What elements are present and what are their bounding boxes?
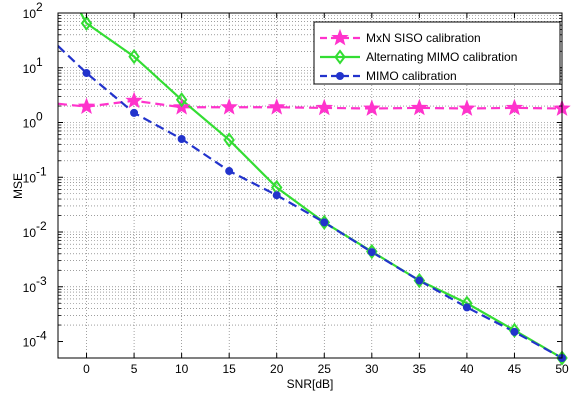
y-tick-exponent: -2 [36, 219, 47, 233]
legend-box [313, 21, 561, 85]
x-tick-label: 25 [318, 362, 332, 376]
series-2-point [510, 327, 519, 336]
y-tick-exponent: 0 [36, 110, 43, 124]
series-line-2 [58, 45, 562, 358]
series-0-point [505, 98, 524, 116]
series-line-0 [58, 99, 562, 110]
series-1-point [175, 92, 188, 108]
series-lines [58, 13, 562, 358]
series-0-point [268, 98, 286, 115]
y-tick-exponent: -3 [36, 274, 47, 288]
y-tick-label: 10 [23, 226, 37, 240]
y-tick-label: 10 [23, 117, 37, 131]
series-2-point [82, 69, 91, 78]
y-tick-label: 10 [23, 62, 37, 76]
y-tick-exponent: -1 [36, 164, 47, 178]
series-2-point [367, 248, 376, 257]
series-2-point [130, 108, 139, 117]
series-1-point [508, 322, 521, 339]
x-tick-label: 5 [131, 362, 138, 376]
x-tick-label: 15 [222, 362, 236, 376]
x-tick-label: 10 [175, 362, 189, 376]
series-2-point [225, 167, 234, 176]
series-0-point [125, 91, 143, 109]
y-tick-label: 10 [23, 171, 37, 185]
legend-marker-2 [336, 72, 344, 80]
x-tick-label: 20 [270, 362, 284, 376]
x-axis-label: SNR[dB] [287, 377, 334, 391]
x-tick-label: 45 [508, 362, 522, 376]
y-tick-exponent: 1 [36, 55, 43, 69]
series-0-point [315, 98, 333, 116]
x-tick-label: 40 [460, 362, 474, 376]
series-1-point [80, 15, 93, 31]
x-tick-label: 0 [83, 362, 90, 376]
series-0-point [410, 98, 429, 116]
series-2-point [415, 276, 424, 285]
x-tick-label: 30 [365, 362, 379, 376]
y-tick-exponent: 2 [36, 0, 43, 14]
series-0-point [458, 99, 476, 116]
y-tick-label: 10 [23, 7, 37, 21]
series-1-point [223, 132, 235, 148]
series-line-1 [79, 13, 562, 358]
legend-entry-1: Alternating MIMO calibration [366, 50, 517, 64]
series-0-point [77, 97, 96, 115]
series-markers [77, 15, 571, 366]
series-2-point [272, 191, 281, 200]
y-tick-exponent: -4 [36, 329, 47, 343]
legend-entry-0: MxN SISO calibration [366, 31, 481, 45]
legend: MxN SISO calibration Alternating MIMO cal… [313, 21, 561, 85]
x-tick-label: 50 [555, 362, 569, 376]
x-tick-label: 35 [413, 362, 427, 376]
series-2-point [177, 134, 186, 143]
series-2-point [462, 303, 471, 312]
series-0-point [363, 99, 381, 116]
legend-marker-0 [331, 28, 349, 46]
series-0-point [220, 98, 238, 115]
y-tick-label: 10 [23, 336, 37, 350]
y-tick-label: 10 [23, 281, 37, 295]
legend-marker-1 [334, 49, 346, 65]
series-1-point [128, 48, 140, 65]
legend-entry-2: MIMO calibration [366, 69, 457, 83]
y-axis-label: MSE [11, 173, 25, 199]
series-2-point [320, 218, 329, 227]
x-tick-labels: 0 5 10 15 20 25 30 35 40 45 50 [83, 362, 569, 376]
